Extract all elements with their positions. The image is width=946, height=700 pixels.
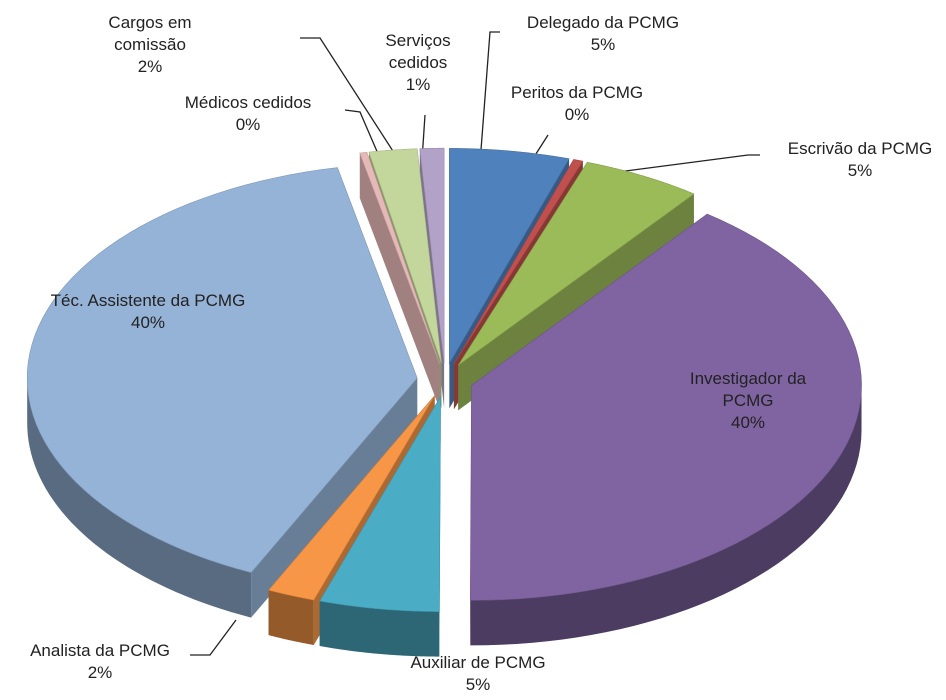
data-label: Analista da PCMG 2% [30, 640, 170, 684]
value-label: 5% [847, 161, 873, 180]
category-label: Serviços cedidos [385, 31, 451, 72]
data-label: Investigador da PCMG 40% [663, 368, 833, 434]
data-label: Serviços cedidos 1% [373, 30, 463, 96]
pie-slice [453, 159, 584, 365]
data-label: Cargos em comissão 2% [90, 12, 210, 78]
value-label: 40% [130, 313, 166, 332]
leader-line [479, 31, 500, 164]
leader-line [190, 619, 237, 656]
pie-slice [368, 148, 442, 364]
data-label: Médicos cedidos 0% [185, 92, 312, 136]
pie-slice [419, 147, 445, 364]
category-label: Analista da PCMG [30, 641, 170, 660]
category-label: Escrivão da PCMG [787, 139, 933, 158]
slice-wall [251, 378, 418, 618]
category-label: Delegado da PCMG [526, 13, 680, 32]
category-label: Médicos cedidos [184, 93, 312, 112]
category-label: Auxiliar de PCMG [410, 653, 546, 672]
value-label: 2% [87, 663, 113, 682]
value-label: 5% [590, 35, 616, 54]
value-label: 2% [137, 57, 163, 76]
pie-slice [319, 395, 441, 612]
pie-slice [449, 148, 570, 365]
slice-tops [26, 147, 862, 612]
slice-side [319, 601, 440, 657]
value-label: 0% [564, 105, 590, 124]
pie-slice [268, 395, 435, 601]
data-label: Delegado da PCMG 5% [527, 12, 679, 56]
category-label: Téc. Assistente da PCMG [50, 291, 246, 310]
leader-line [344, 109, 383, 164]
value-label: 5% [465, 675, 491, 694]
leader-line [300, 37, 401, 163]
slice-side [268, 590, 314, 646]
slice-side [470, 385, 862, 646]
pie-slice [470, 213, 862, 601]
data-label: Auxiliar de PCMG 5% [410, 652, 545, 696]
category-label: Investigador da PCMG [689, 369, 807, 410]
data-label: Téc. Assistente da PCMG 40% [43, 290, 253, 334]
slice-side [27, 378, 252, 618]
data-label: Escrivão da PCMG 5% [788, 138, 933, 182]
pie-slice [359, 151, 440, 364]
leader-line [594, 154, 760, 176]
category-label: Peritos da PCMG [510, 83, 644, 102]
value-label: 40% [730, 413, 766, 432]
data-label: Peritos da PCMG 0% [511, 82, 643, 126]
value-label: 1% [405, 75, 431, 94]
category-label: Cargos em comissão [108, 13, 192, 54]
pie-slice [457, 161, 695, 366]
value-label: 0% [235, 115, 261, 134]
pie-slice [26, 167, 418, 573]
